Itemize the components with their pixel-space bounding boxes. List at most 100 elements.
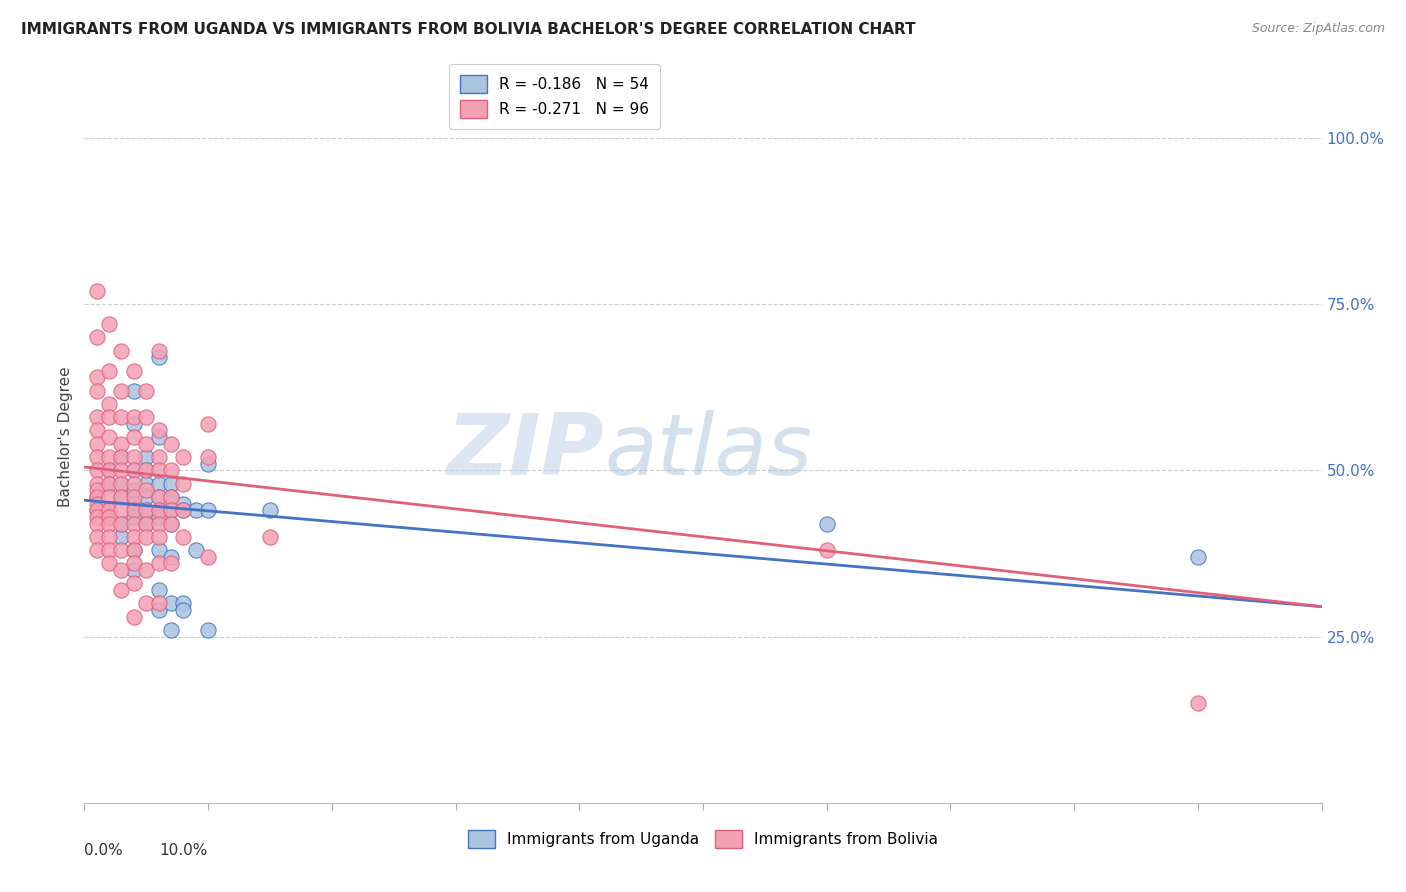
Point [122,490,145,504]
Point [86,284,108,298]
Point [135,450,157,464]
Point [1187,549,1209,564]
Point [98,516,121,531]
Point [172,503,194,517]
Point [110,384,132,398]
Point [184,503,207,517]
Point [122,363,145,377]
Point [86,410,108,425]
Point [148,351,170,365]
Point [110,516,132,531]
Point [160,557,183,571]
Text: ZIP: ZIP [446,410,605,493]
Point [86,490,108,504]
Point [98,503,121,517]
Point [110,516,132,531]
Point [148,503,170,517]
Point [86,497,108,511]
Point [197,457,219,471]
Point [148,603,170,617]
Point [110,463,132,477]
Point [148,450,170,464]
Text: atlas: atlas [605,410,813,493]
Point [135,563,157,577]
Point [86,516,108,531]
Point [160,436,183,450]
Point [148,490,170,504]
Point [98,557,121,571]
Point [122,503,145,517]
Point [110,410,132,425]
Point [148,490,170,504]
Point [122,509,145,524]
Point [86,503,108,517]
Point [172,476,194,491]
Point [148,557,170,571]
Point [122,483,145,498]
Point [197,623,219,637]
Point [172,530,194,544]
Point [86,463,108,477]
Point [122,543,145,558]
Text: 0.0%: 0.0% [84,843,124,858]
Point [135,596,157,610]
Point [197,417,219,431]
Point [110,582,132,597]
Point [148,582,170,597]
Point [122,384,145,398]
Point [135,436,157,450]
Point [160,596,183,610]
Point [160,503,183,517]
Point [148,463,170,477]
Point [98,509,121,524]
Point [122,557,145,571]
Point [135,503,157,517]
Point [160,623,183,637]
Point [122,417,145,431]
Point [160,490,183,504]
Point [160,516,183,531]
Point [122,476,145,491]
Point [135,410,157,425]
Point [259,503,281,517]
Point [122,563,145,577]
Point [172,596,194,610]
Point [110,530,132,544]
Point [122,410,145,425]
Point [148,516,170,531]
Point [135,384,157,398]
Point [172,450,194,464]
Point [98,463,121,477]
Point [122,543,145,558]
Point [122,430,145,444]
Point [86,450,108,464]
Point [160,463,183,477]
Point [122,576,145,591]
Point [197,450,219,464]
Point [110,503,132,517]
Point [110,490,132,504]
Point [98,530,121,544]
Point [135,530,157,544]
Point [259,530,281,544]
Point [86,436,108,450]
Point [110,543,132,558]
Point [148,476,170,491]
Point [197,549,219,564]
Point [86,384,108,398]
Point [98,509,121,524]
Text: Source: ZipAtlas.com: Source: ZipAtlas.com [1251,22,1385,36]
Point [122,497,145,511]
Point [160,503,183,517]
Point [98,410,121,425]
Point [110,450,132,464]
Legend: Immigrants from Uganda, Immigrants from Bolivia: Immigrants from Uganda, Immigrants from … [461,824,945,854]
Point [1187,696,1209,710]
Point [148,543,170,558]
Point [86,530,108,544]
Point [135,463,157,477]
Point [122,450,145,464]
Point [98,476,121,491]
Point [148,430,170,444]
Point [160,516,183,531]
